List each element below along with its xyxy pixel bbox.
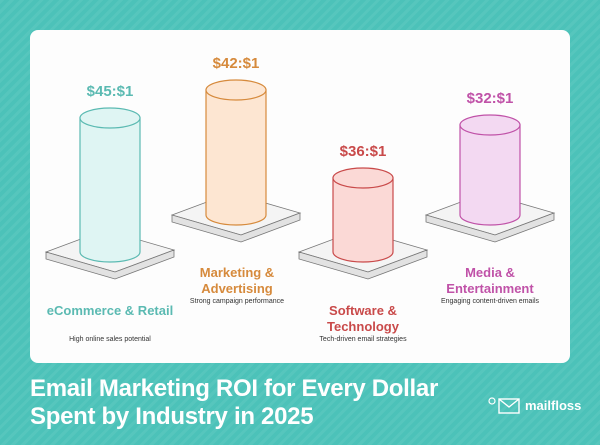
category-label: Software & Technology [327, 303, 399, 334]
cylinder-top [79, 107, 141, 129]
envelope-icon [488, 397, 520, 414]
cylinder-bar [332, 177, 394, 263]
title-line-1: Email Marketing ROI for Every Dollar [30, 375, 438, 402]
base-plate-side [171, 212, 301, 243]
infographic-card: $45:$1 $42:$1 $36:$1 $32:$1 eCommerce & Ret… [30, 30, 570, 363]
category-label: Media & Entertainment [446, 265, 534, 296]
data-label: $32:$1 [467, 90, 514, 107]
cylinder-bar [459, 124, 521, 226]
category-description: High online sales potential [69, 336, 151, 343]
data-label: $45:$1 [87, 83, 134, 100]
category-label: eCommerce & Retail [46, 303, 174, 318]
cylinder-bar [79, 117, 141, 263]
cylinder-top [332, 167, 394, 189]
brand-name: mailfloss [525, 397, 582, 413]
cylinder-top [205, 79, 267, 101]
brand-logo: mailfloss [488, 395, 581, 415]
cylinder-bar [205, 89, 267, 226]
data-label: $42:$1 [213, 55, 260, 72]
category-description: Strong campaign performance [189, 298, 285, 305]
category-description: Engaging content-driven emails [440, 298, 540, 305]
base-plate-side [298, 249, 428, 280]
data-label: $36:$1 [340, 143, 387, 160]
cylinder-chart: $45:$1 $42:$1 $36:$1 $32:$1 [44, 55, 556, 280]
title-line-2: Spent by Industry in 2025 [30, 403, 314, 430]
category-description: Tech-driven email strategies [319, 336, 407, 343]
page-title: Email Marketing ROI for Every Dollar Spe… [30, 375, 438, 431]
base-plate-side [425, 212, 555, 243]
cylinder-top [459, 114, 521, 136]
category-label: Marketing & Advertising [199, 265, 275, 296]
base-plate-side [45, 249, 175, 280]
